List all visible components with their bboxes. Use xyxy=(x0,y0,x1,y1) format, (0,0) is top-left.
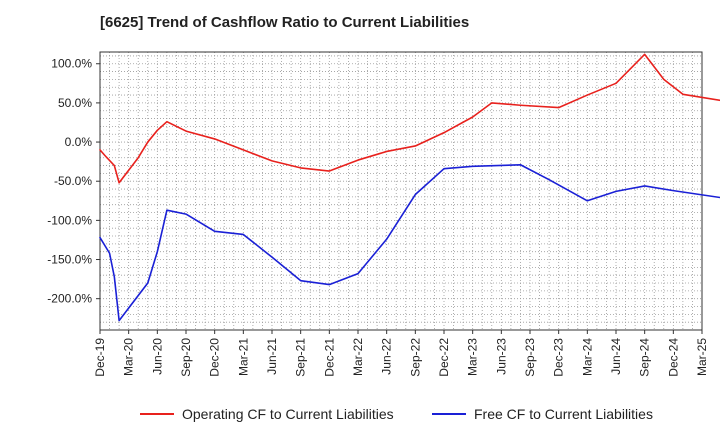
legend-item-free-cf-label: Free CF to Current Liabilities xyxy=(474,406,653,422)
series-line-operating-cf xyxy=(99,53,720,184)
y-tick-label: 0.0% xyxy=(65,135,93,149)
x-tick-label: Mar-20 xyxy=(122,338,136,376)
plot-frame xyxy=(99,51,703,331)
series-line-free-cf xyxy=(99,163,720,322)
y-tick-label: -150.0% xyxy=(47,253,92,267)
x-tick-label: Jun-22 xyxy=(380,338,394,375)
x-tick-label: Dec-24 xyxy=(666,338,680,377)
x-tick-label: Jun-20 xyxy=(150,338,164,375)
chart-title: [6625] Trend of Cashflow Ratio to Curren… xyxy=(100,14,470,31)
y-tick-label: 50.0% xyxy=(58,96,92,110)
x-tick-label: Sep-24 xyxy=(638,338,652,377)
x-tick-label: Sep-21 xyxy=(294,338,308,377)
y-tick-label: -100.0% xyxy=(47,213,92,227)
x-tick-label: Mar-24 xyxy=(580,338,594,376)
x-tick-label: Jun-24 xyxy=(609,338,623,375)
x-tick-label: Sep-20 xyxy=(179,338,193,377)
plot-area xyxy=(100,52,702,330)
y-tick-label: 100.0% xyxy=(51,57,92,71)
x-tick-label: Mar-21 xyxy=(236,338,250,376)
x-tick-label: Jun-23 xyxy=(494,338,508,375)
y-tick-label: -50.0% xyxy=(54,174,92,188)
x-tick-label: Sep-22 xyxy=(408,338,422,377)
x-tick-label: Dec-23 xyxy=(552,338,566,377)
y-tick-label: -200.0% xyxy=(47,292,92,306)
x-tick-label: Mar-22 xyxy=(351,338,365,376)
x-tick-label: Jun-21 xyxy=(265,338,279,375)
x-tick-label: Dec-20 xyxy=(208,338,222,377)
x-tick-label: Dec-22 xyxy=(437,338,451,377)
x-tick-label: Mar-25 xyxy=(695,338,709,376)
legend-item-operating-cf-label: Operating CF to Current Liabilities xyxy=(182,406,394,422)
x-tick-label: Sep-23 xyxy=(523,338,537,377)
x-tick-label: Dec-19 xyxy=(93,338,107,377)
x-tick-label: Dec-21 xyxy=(322,338,336,377)
x-tick-label: Mar-23 xyxy=(466,338,480,376)
